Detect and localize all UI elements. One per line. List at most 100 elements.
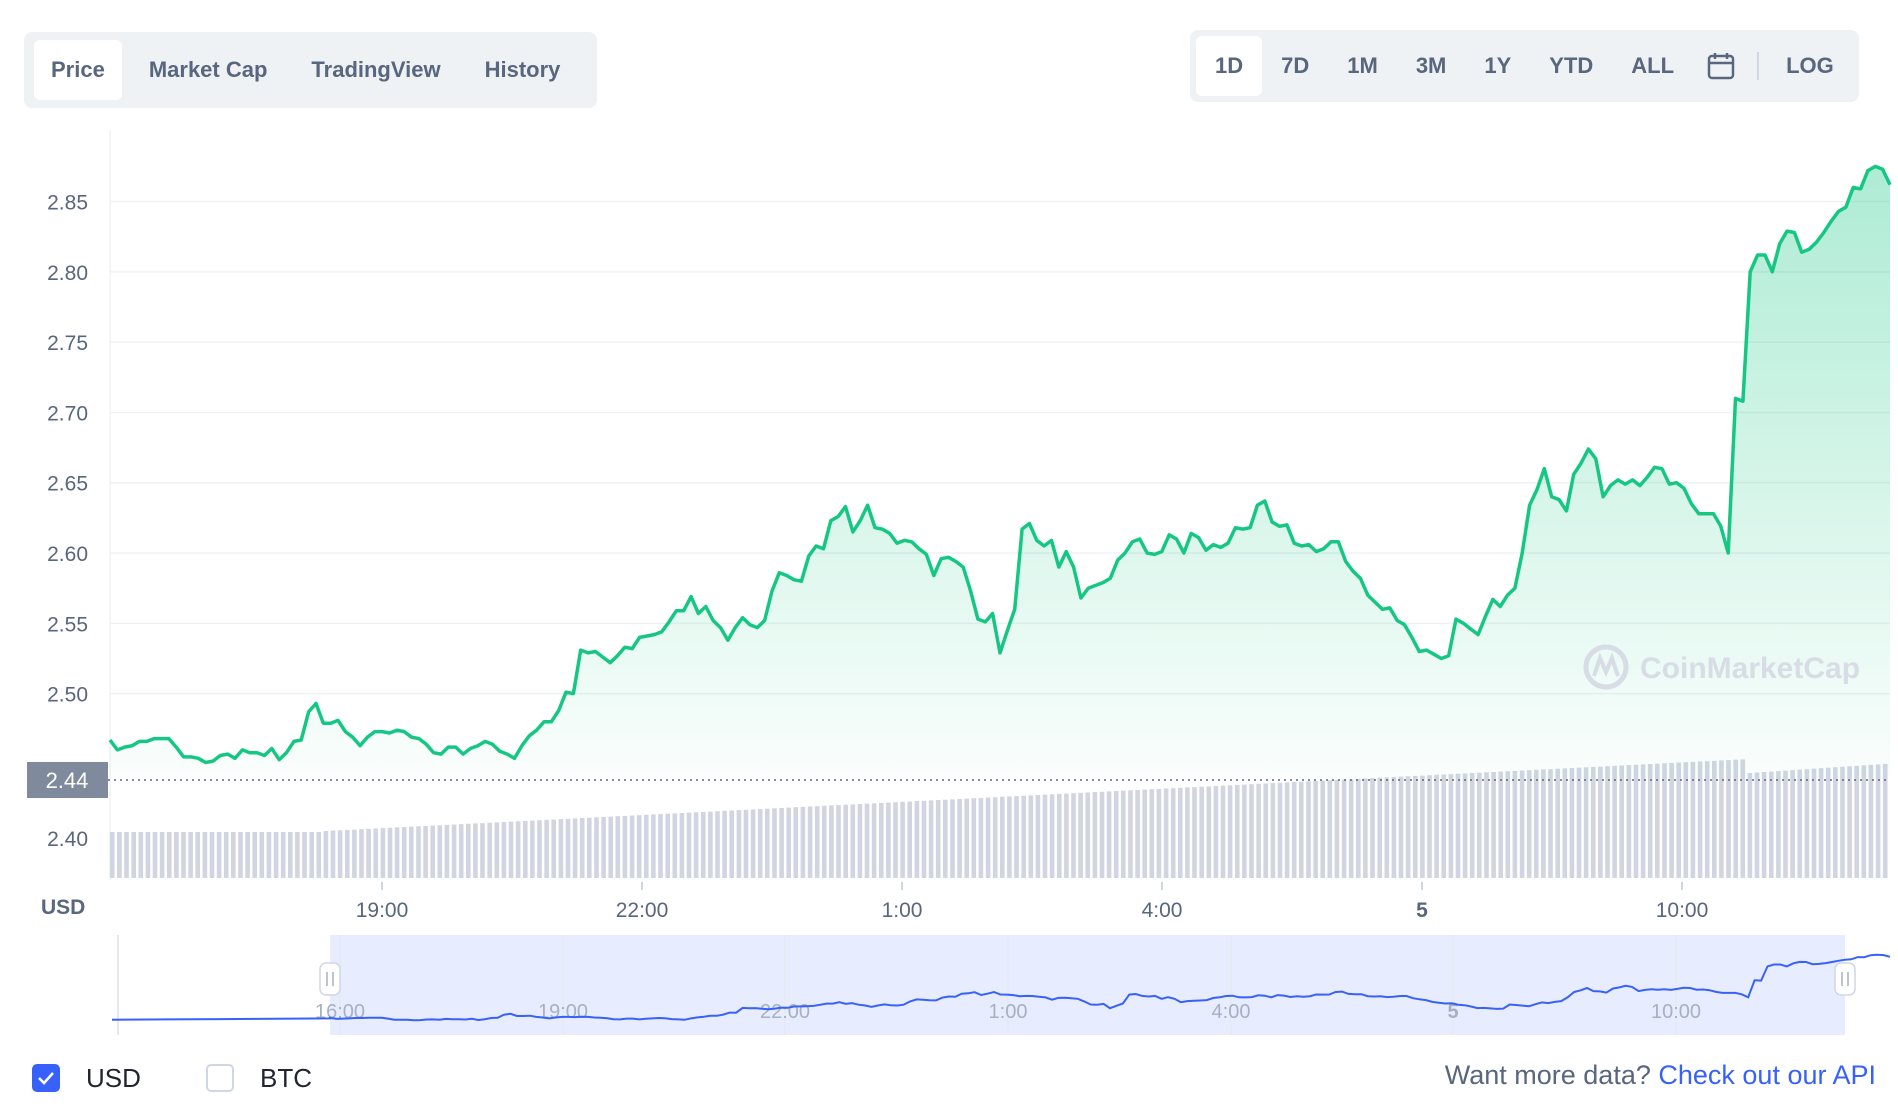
volume-bar (1541, 769, 1546, 878)
volume-bar (1825, 767, 1831, 878)
usd-checkbox[interactable] (32, 1064, 60, 1092)
volume-bar (1206, 786, 1212, 878)
tab-tradingview[interactable]: TradingView (311, 57, 441, 82)
price-chart[interactable]: 2.40 2.50 2.55 2.60 2.65 2.70 2.75 2.80 2.85 Coi… (0, 0, 1898, 1040)
volume-bar (672, 813, 678, 878)
volume-bar (1042, 794, 1048, 878)
range-tab-3m[interactable]: 3M (1415, 53, 1447, 78)
volume-bar (1477, 772, 1482, 878)
volume-bar (1434, 774, 1439, 878)
volume-bar (1398, 776, 1404, 878)
calendar-icon[interactable] (1693, 36, 1749, 96)
volume-bar (480, 823, 485, 878)
range-tab-7d[interactable]: 7D (1281, 53, 1310, 78)
volume-bar (1875, 764, 1881, 878)
volume-bar (423, 826, 428, 878)
volume-bar (1021, 795, 1026, 878)
volume-bar (1626, 765, 1632, 878)
volume-bar (943, 799, 948, 878)
currency-toggle-usd[interactable]: USD (32, 1060, 141, 1096)
range-tab-all[interactable]: ALL (1631, 53, 1675, 78)
volume-bar (765, 808, 770, 878)
volume-bar (1249, 784, 1254, 878)
price-area-fill (110, 166, 1890, 778)
api-link[interactable]: Check out our API (1658, 1060, 1876, 1090)
volume-bar (1049, 794, 1055, 878)
navigator-tick-label: 19:00 (538, 1001, 588, 1023)
y-tick-label: 2.60 (47, 543, 88, 566)
y-axis: 2.40 2.50 2.55 2.60 2.65 2.70 2.75 2.80 2.85 (47, 192, 88, 851)
volume-bar (537, 820, 542, 878)
currency-toggle-btc[interactable]: BTC (206, 1060, 312, 1096)
volume-bar (1512, 770, 1518, 878)
volume-bar (1690, 761, 1696, 878)
range-tab-1y[interactable]: 1Y (1484, 53, 1512, 78)
volume-bar (152, 832, 158, 878)
volume-bar (1498, 771, 1503, 878)
range-tab-ytd[interactable]: YTD (1549, 53, 1594, 78)
volume-bar (757, 809, 763, 878)
volume-bar (1106, 791, 1112, 878)
volume-bar (886, 802, 891, 878)
range-tabs: 1D 7D 1M 3M 1Y YTD ALL (1196, 36, 1693, 96)
chart-type-tabs: Price Market Cap TradingView History (24, 32, 598, 108)
volume-bar (1256, 783, 1261, 878)
volume-bar (701, 811, 706, 878)
volume-bar (658, 814, 663, 878)
volume-bar (572, 818, 578, 878)
x-tick-label: 5 (1416, 899, 1428, 922)
volume-bar (1035, 795, 1041, 878)
volume-bar (1405, 776, 1411, 878)
y-tick-label: 2.80 (47, 262, 88, 285)
volume-bar (487, 822, 492, 878)
volume-bar (743, 809, 749, 878)
volume-bar (1348, 779, 1354, 878)
navigator[interactable]: 16:00 19:00 22:00 1:00 4:00 5 10:00 (111, 935, 1891, 1035)
range-tab-1d[interactable]: 1D (1196, 36, 1263, 96)
volume-bar (1591, 766, 1596, 878)
volume-bar (515, 821, 521, 878)
volume-bar (1562, 768, 1568, 878)
y-tick-label: 2.75 (47, 332, 88, 355)
volume-bar (117, 832, 122, 878)
volume-bar (1007, 796, 1012, 878)
volume-bar (1263, 783, 1268, 878)
log-scale-button[interactable]: LOG (1786, 53, 1834, 78)
volume-bar (750, 809, 756, 878)
volume-bar (1462, 773, 1468, 878)
currency-axis-label: USD (41, 896, 85, 919)
volume-bar (373, 828, 378, 878)
y-tick-label: 2.40 (47, 828, 88, 851)
tab-history[interactable]: History (484, 57, 561, 82)
watermark-text: CoinMarketCap (1640, 652, 1860, 685)
volume-bar (209, 832, 215, 878)
volume-bar (729, 810, 734, 878)
volume-bar (1334, 779, 1340, 878)
volume-bar (1811, 768, 1817, 878)
volume-bar (1712, 760, 1717, 878)
volume-bar (843, 804, 848, 878)
volume-bar (565, 818, 571, 878)
volume-bar (693, 812, 699, 878)
volume-bar (466, 823, 471, 878)
volume-bar (523, 820, 528, 878)
volume-bar (1213, 786, 1219, 878)
volume-bar (1740, 759, 1746, 878)
x-axis: 19:00 22:00 1:00 4:00 5 10:00 (356, 882, 1708, 922)
navigator-right-handle[interactable] (1834, 962, 1856, 996)
navigator-left-handle[interactable] (319, 962, 341, 996)
volume-bar (337, 830, 343, 878)
tab-price[interactable]: Price (34, 40, 122, 100)
volume-bar (914, 801, 920, 878)
volume-bar (836, 805, 841, 878)
volume-bar (302, 832, 307, 878)
navigator-tick-label: 4:00 (1212, 1001, 1251, 1023)
volume-bar (1491, 772, 1496, 878)
volume-bar (1640, 764, 1646, 878)
volume-bar (636, 815, 642, 878)
volume-bar (665, 813, 670, 878)
current-price-value: 2.44 (46, 768, 89, 793)
tab-market-cap[interactable]: Market Cap (148, 57, 268, 82)
btc-checkbox[interactable] (206, 1064, 234, 1092)
range-tab-1m[interactable]: 1M (1347, 53, 1378, 78)
